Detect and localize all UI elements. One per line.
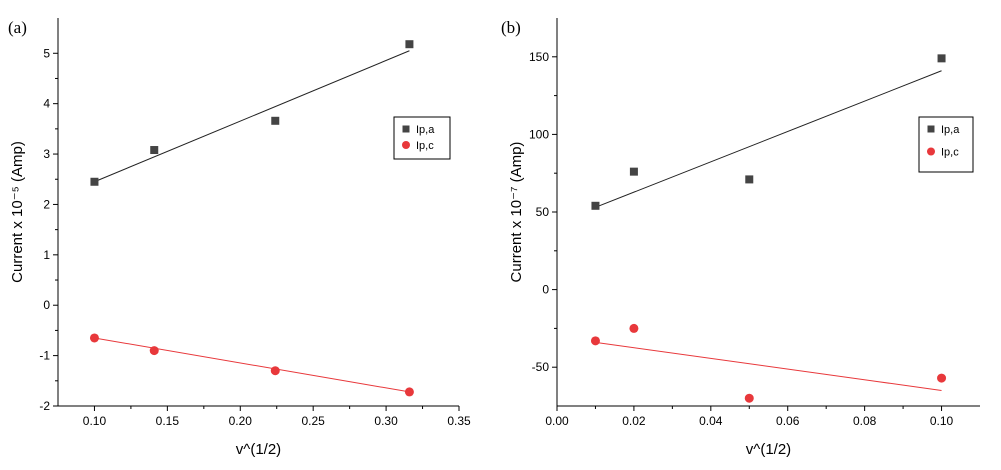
y-tick-label: 2 <box>43 197 50 211</box>
legend-label: Ip,a <box>941 124 960 136</box>
y-tick-label: 100 <box>529 127 549 141</box>
panel-label: (a) <box>8 18 27 37</box>
y-tick-label: 50 <box>536 205 550 219</box>
chart-panel-1: 0.10 0.15 0.20 0.25 0.30 0.35 -2 -1 0 1 2 3 4 5 v^(1/2… <box>8 18 471 458</box>
y-tick-label: -50 <box>532 360 550 374</box>
x-tick-label: 0.00 <box>545 414 569 428</box>
data-point-circle <box>937 373 947 383</box>
y-tick-label: 4 <box>43 97 50 111</box>
data-point-circle <box>744 393 754 403</box>
y-tick-label: 150 <box>529 50 549 64</box>
data-point-square <box>591 201 600 210</box>
legend-marker-square <box>927 125 935 133</box>
y-tick-label: -1 <box>39 349 50 363</box>
x-tick-label: 0.20 <box>229 414 253 428</box>
fit-line-anodic <box>94 50 410 183</box>
legend-label: Ip,c <box>416 140 434 152</box>
x-axis-title: v^(1/2) <box>746 441 791 458</box>
data-point-circle <box>629 323 639 333</box>
y-tick-label: 1 <box>43 248 50 262</box>
data-point-square <box>629 167 638 176</box>
x-tick-label: 0.35 <box>447 414 471 428</box>
data-point-square <box>271 116 280 125</box>
data-point-circle <box>149 346 159 356</box>
panel-label: (b) <box>501 18 521 37</box>
legend: Ip,a Ip,c <box>393 116 451 160</box>
y-axis-title: Current x 10⁻⁵ (Amp) <box>9 141 26 283</box>
legend-box <box>393 116 451 160</box>
fit-line-cathodic <box>94 337 410 393</box>
y-tick-label: -2 <box>39 399 50 413</box>
legend-label: Ip,c <box>941 147 959 159</box>
x-tick-label: 0.10 <box>83 414 107 428</box>
data-point-circle <box>404 387 414 397</box>
y-tick-label: 5 <box>43 46 50 60</box>
data-point-square <box>150 146 159 155</box>
x-tick-label: 0.10 <box>930 414 954 428</box>
legend-marker-circle <box>927 147 935 156</box>
data-point-square <box>90 177 99 186</box>
x-tick-label: 0.04 <box>699 414 723 428</box>
data-point-circle <box>270 366 280 376</box>
data-point-square <box>937 54 946 63</box>
x-tick-label: 0.15 <box>156 414 180 428</box>
fit-line-anodic <box>595 70 942 208</box>
data-point-circle <box>590 336 600 346</box>
data-point-circle <box>89 333 99 343</box>
chart-panel-2: 0.00 0.02 0.04 0.06 0.08 0.10 -50 0 50 100 150 v^(1… <box>501 18 980 458</box>
x-tick-label: 0.30 <box>374 414 398 428</box>
fit-line-cathodic <box>595 341 942 391</box>
x-axis-title: v^(1/2) <box>236 441 281 458</box>
x-tick-label: 0.06 <box>776 414 800 428</box>
x-tick-label: 0.02 <box>622 414 646 428</box>
legend: Ip,a Ip,c <box>918 116 974 173</box>
legend-marker-square <box>402 125 410 133</box>
y-tick-label: 0 <box>542 283 549 297</box>
legend-label: Ip,a <box>416 124 435 136</box>
y-axis-title: Current x 10⁻⁷ (Amp) <box>508 142 525 283</box>
x-tick-label: 0.08 <box>853 414 877 428</box>
legend-marker-circle <box>402 141 410 149</box>
y-tick-label: 0 <box>43 298 50 312</box>
y-tick-label: 3 <box>43 147 50 161</box>
data-point-square <box>745 175 754 184</box>
data-point-square <box>405 40 414 49</box>
x-tick-label: 0.25 <box>302 414 326 428</box>
